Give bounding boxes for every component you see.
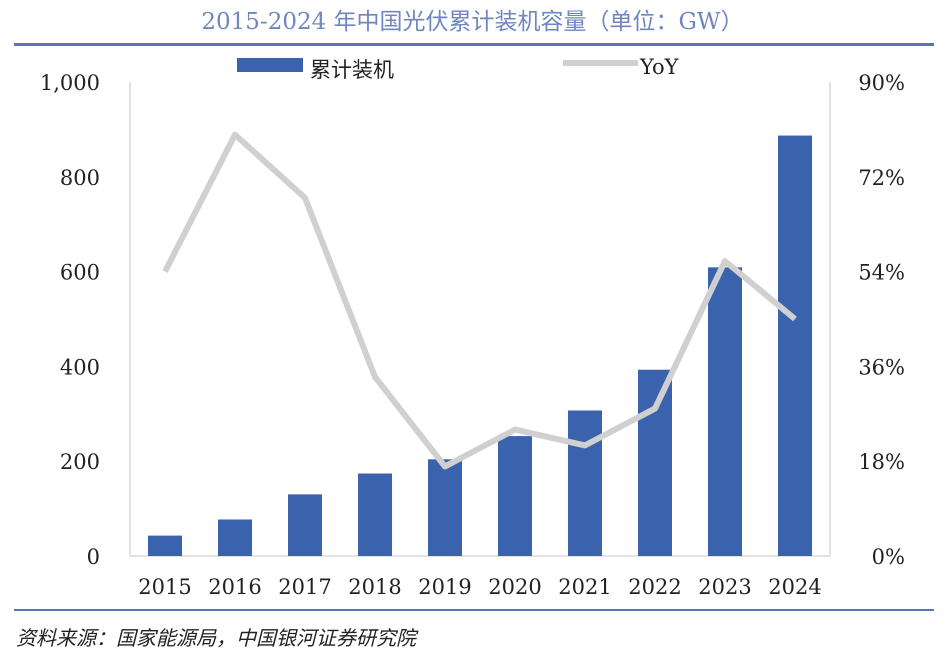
bar-2022 (638, 369, 672, 556)
legend-label-bars: 累计装机 (310, 58, 394, 82)
x-tick-label: 2016 (208, 575, 261, 599)
right-tick-label: 0% (872, 545, 905, 569)
right-tick-label: 54% (858, 261, 905, 285)
x-tick-label: 2024 (768, 575, 821, 599)
bar-2024 (778, 135, 812, 556)
x-tick-label: 2020 (488, 575, 541, 599)
x-tick-label: 2015 (138, 575, 191, 599)
legend-swatch-line (563, 60, 638, 66)
left-tick-label: 600 (60, 261, 100, 285)
bar-2020 (498, 436, 532, 556)
bar-2019 (428, 459, 462, 556)
bar-2021 (568, 410, 602, 556)
bar-2016 (218, 519, 252, 556)
x-tick-label: 2023 (698, 575, 751, 599)
header-rule (14, 43, 934, 46)
bar-2018 (358, 473, 392, 556)
x-tick-label: 2021 (558, 575, 611, 599)
bar-2017 (288, 494, 322, 556)
bar-2015 (148, 535, 182, 556)
right-tick-label: 72% (858, 166, 905, 190)
right-tick-label: 90% (858, 71, 905, 95)
left-tick-label: 200 (60, 450, 100, 474)
legend-swatch-bars (237, 58, 303, 72)
x-tick-label: 2017 (278, 575, 331, 599)
right-tick-label: 36% (858, 355, 905, 379)
x-tick-label: 2018 (348, 575, 401, 599)
left-tick-label: 800 (60, 166, 100, 190)
left-tick-label: 0 (87, 545, 100, 569)
right-tick-label: 18% (858, 450, 905, 474)
source-note: 资料来源：国家能源局，中国银河证券研究院 (16, 626, 416, 650)
chart-title: 2015-2024 年中国光伏累计装机容量（单位：GW） (201, 9, 744, 35)
bar-2023 (708, 267, 742, 556)
x-tick-label: 2019 (418, 575, 471, 599)
x-tick-label: 2022 (628, 575, 681, 599)
footer-rule (14, 609, 934, 611)
left-tick-label: 1,000 (40, 71, 100, 95)
left-tick-label: 400 (60, 355, 100, 379)
legend-label-line: YoY (639, 55, 680, 79)
yoy-line (162, 131, 797, 470)
